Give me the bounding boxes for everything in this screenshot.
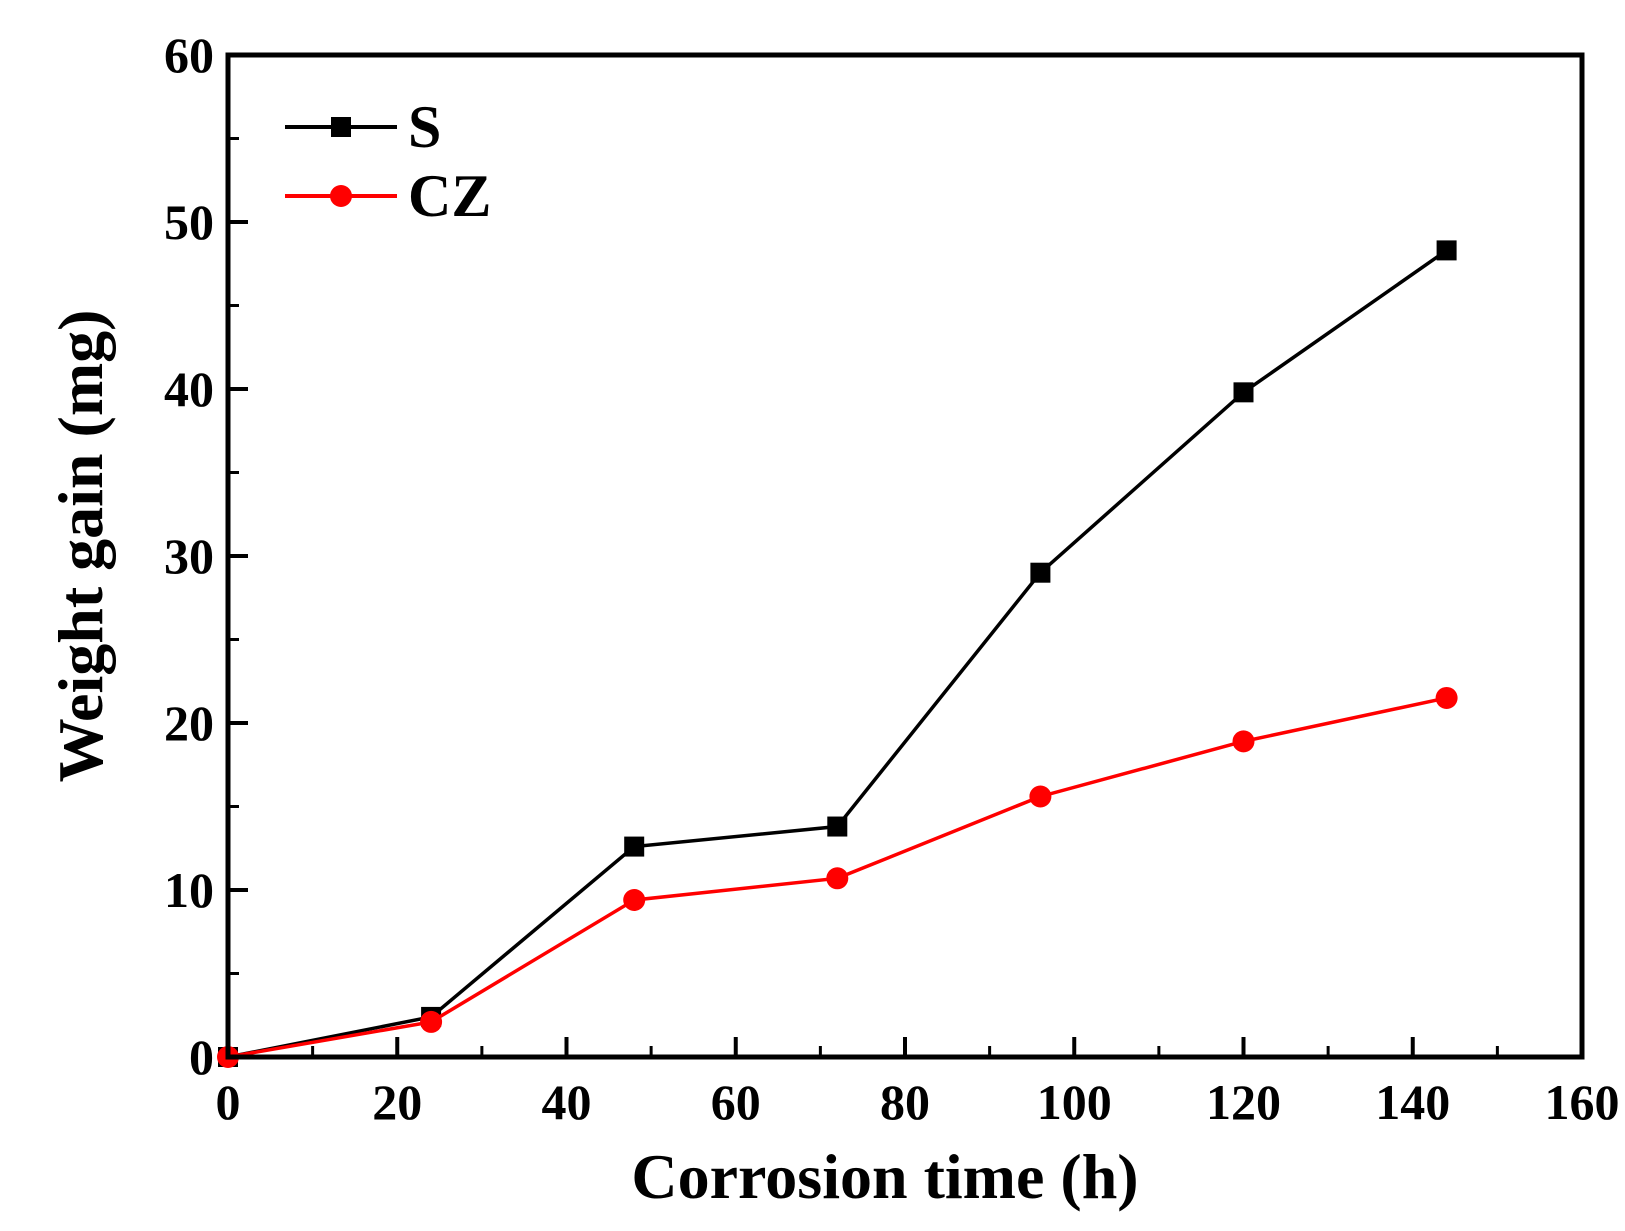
x-tick-label: 20	[372, 1074, 422, 1130]
y-tick-label: 30	[164, 528, 214, 584]
x-tick-label: 0	[216, 1074, 241, 1130]
legend: S CZ	[285, 94, 491, 229]
legend-cz-label: CZ	[408, 163, 491, 229]
x-tick-label: 80	[880, 1074, 930, 1130]
x-tick-label: 100	[1037, 1074, 1112, 1130]
y-axis-title: Weight gain (mg)	[45, 310, 116, 783]
y-tick-label: 50	[164, 194, 214, 250]
series-cz-point	[623, 889, 646, 912]
x-axis-title: Corrosion time (h)	[631, 1141, 1138, 1212]
series-s-line	[227, 248, 1448, 1059]
x-tick-label: 160	[1545, 1074, 1620, 1130]
tick-labels: 0 20 40 60 80 100 120 140 160 0 10 20 30 40 50 60	[164, 27, 1620, 1130]
x-tick-label: 120	[1206, 1074, 1281, 1130]
plot-series	[217, 240, 1458, 1068]
legend-s-square-marker	[331, 117, 351, 137]
y-tick-label: 20	[164, 695, 214, 751]
series-cz-point	[1435, 686, 1458, 709]
x-tick-label: 140	[1375, 1074, 1450, 1130]
series-cz-point	[826, 867, 849, 890]
legend-cz-circle-marker	[330, 185, 352, 207]
series-cz-point	[1232, 730, 1255, 753]
x-tick-label: 60	[711, 1074, 761, 1130]
plot-frame	[225, 52, 1585, 1060]
legend-entry-cz: CZ	[285, 163, 491, 229]
series-s-point	[624, 836, 645, 857]
series-cz-point	[420, 1010, 443, 1033]
series-s-point	[1436, 240, 1457, 261]
legend-s-label: S	[408, 94, 441, 160]
series-s-point	[1030, 562, 1051, 583]
series-s-point	[1233, 382, 1254, 403]
series-s-point	[827, 816, 848, 837]
y-tick-label: 40	[164, 361, 214, 417]
y-tick-label: 0	[189, 1029, 214, 1085]
legend-entry-s: S	[285, 94, 441, 160]
y-tick-label: 60	[164, 27, 214, 83]
y-tick-label: 10	[164, 862, 214, 918]
x-tick-label: 40	[542, 1074, 592, 1130]
series-cz-point	[1029, 785, 1052, 808]
